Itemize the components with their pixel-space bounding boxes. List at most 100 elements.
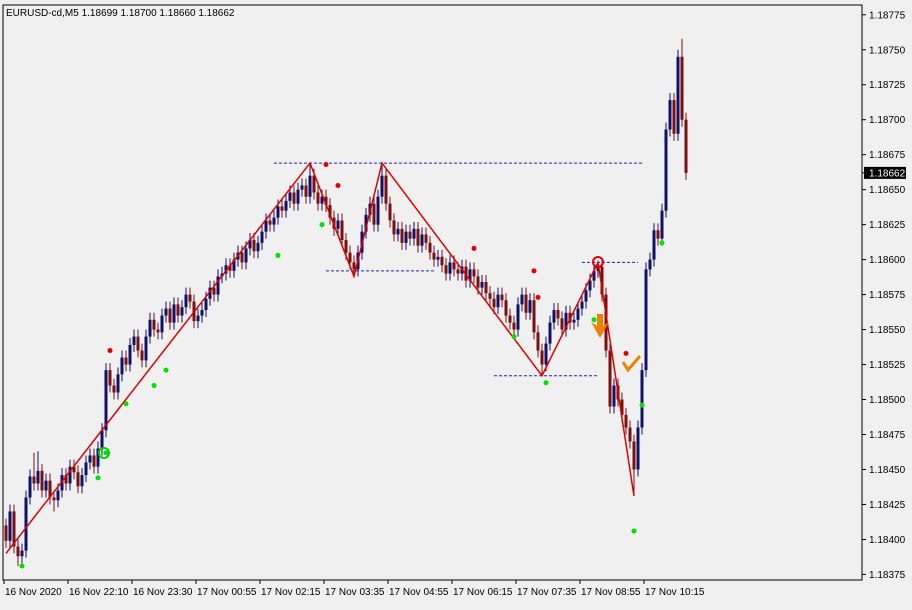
candle-body bbox=[512, 322, 516, 330]
candle-body bbox=[296, 189, 300, 204]
candle-body bbox=[164, 308, 168, 316]
candle-body bbox=[424, 234, 428, 243]
candle-body bbox=[608, 350, 612, 407]
y-tick-label: 1.18525 bbox=[869, 360, 906, 371]
candle-body bbox=[428, 242, 432, 253]
candle-body bbox=[592, 270, 596, 281]
candle-body bbox=[660, 210, 664, 239]
candle-body bbox=[664, 129, 668, 211]
candle-body bbox=[112, 385, 116, 393]
x-tick-label: 16 Nov 23:30 bbox=[133, 587, 193, 598]
candle-body bbox=[12, 511, 16, 547]
candle-body bbox=[36, 470, 40, 484]
candle-body bbox=[388, 203, 392, 221]
candle-body bbox=[324, 196, 328, 206]
candle-body bbox=[76, 472, 80, 487]
candle-body bbox=[600, 266, 604, 295]
y-tick-label: 1.18550 bbox=[869, 325, 906, 336]
y-tick-label: 1.18625 bbox=[869, 220, 906, 231]
buy-dot bbox=[103, 450, 109, 456]
candle-body bbox=[300, 185, 304, 190]
candle-body bbox=[396, 228, 400, 235]
candle-body bbox=[556, 309, 560, 319]
candle-body bbox=[384, 175, 388, 204]
y-tick-label: 1.18400 bbox=[869, 535, 906, 546]
candle-body bbox=[484, 282, 488, 294]
candle-body bbox=[404, 231, 408, 243]
buy-dot bbox=[19, 563, 25, 569]
candle-body bbox=[216, 276, 220, 295]
candle-body bbox=[336, 220, 340, 229]
candle-body bbox=[408, 231, 412, 239]
candle-body bbox=[640, 370, 644, 428]
sell-arrow bbox=[591, 314, 609, 338]
x-tick-label: 17 Nov 04:55 bbox=[389, 587, 449, 598]
candle-body bbox=[652, 230, 656, 260]
candle-body bbox=[436, 256, 440, 260]
candle-body bbox=[284, 200, 288, 211]
candle-body bbox=[256, 242, 260, 252]
candle-body bbox=[564, 312, 568, 330]
candle-body bbox=[84, 462, 88, 476]
candle-body bbox=[288, 192, 292, 201]
candle-body bbox=[196, 315, 200, 322]
candle-body bbox=[280, 206, 284, 211]
candle-body bbox=[676, 56, 680, 134]
sell-dot bbox=[107, 348, 113, 354]
candle-body bbox=[636, 427, 640, 470]
candle-body bbox=[208, 287, 212, 299]
candle-body bbox=[44, 480, 48, 491]
candle-body bbox=[588, 280, 592, 291]
candle-body bbox=[612, 385, 616, 407]
candle-body bbox=[152, 319, 156, 330]
y-tick-label: 1.18425 bbox=[869, 500, 906, 511]
candle-body bbox=[96, 448, 100, 467]
buy-dot bbox=[631, 528, 637, 534]
candle-body bbox=[344, 240, 348, 253]
candle-body bbox=[212, 287, 216, 295]
chart-title: EURUSD-cd,M5 1.18699 1.18700 1.18660 1.1… bbox=[6, 8, 235, 19]
candle-body bbox=[232, 259, 236, 271]
candle-body bbox=[136, 336, 140, 351]
x-tick-label: 16 Nov 2020 bbox=[5, 587, 62, 598]
candle-body bbox=[140, 350, 144, 361]
candle-body bbox=[60, 475, 64, 491]
buy-dot bbox=[591, 317, 597, 323]
buy-dot bbox=[95, 475, 101, 481]
candle-body bbox=[312, 175, 316, 193]
candle-body bbox=[468, 269, 472, 281]
candle-body bbox=[412, 228, 416, 239]
candle-body bbox=[552, 309, 556, 323]
zigzag-line bbox=[5, 161, 635, 554]
candle-body bbox=[244, 248, 248, 263]
sell-ring bbox=[592, 256, 604, 268]
x-tick-label: 17 Nov 08:55 bbox=[581, 587, 641, 598]
candle-body bbox=[200, 309, 204, 316]
candle-body bbox=[156, 329, 160, 333]
candle-body bbox=[144, 336, 148, 361]
candle-body bbox=[56, 490, 60, 501]
candle-body bbox=[100, 430, 104, 449]
candle-body bbox=[632, 441, 636, 470]
buy-dot bbox=[639, 402, 645, 408]
candle-body bbox=[392, 220, 396, 235]
x-tick-label: 17 Nov 07:35 bbox=[517, 587, 577, 598]
candle-body bbox=[124, 357, 128, 365]
candle-body bbox=[528, 300, 532, 313]
candle-body bbox=[672, 100, 676, 134]
candle-body bbox=[248, 240, 252, 249]
candle-body bbox=[80, 475, 84, 487]
candle-body bbox=[16, 546, 20, 557]
candle-body bbox=[148, 319, 152, 337]
y-tick-label: 1.18725 bbox=[869, 80, 906, 91]
candle-body bbox=[240, 252, 244, 263]
candle-body bbox=[316, 192, 320, 204]
candle-body bbox=[276, 206, 280, 218]
candle-body bbox=[8, 511, 12, 541]
current-price-label: 1.18662 bbox=[869, 168, 906, 179]
buy-dot bbox=[151, 383, 157, 389]
candle-body bbox=[52, 497, 56, 501]
candle-body bbox=[628, 427, 632, 442]
candle-body bbox=[684, 119, 688, 173]
